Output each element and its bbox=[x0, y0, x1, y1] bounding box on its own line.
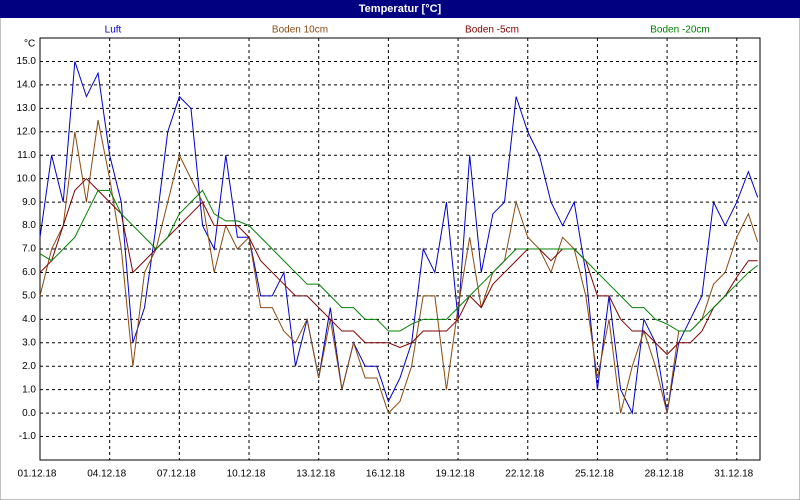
y-tick-label: 4.0 bbox=[22, 314, 36, 325]
y-tick-label: 11.0 bbox=[17, 150, 36, 161]
legend-label: Boden -5cm bbox=[465, 25, 519, 36]
y-tick-label: 5.0 bbox=[22, 291, 36, 302]
x-tick-label: 10.12.18 bbox=[227, 469, 266, 480]
x-tick-label: 28.12.18 bbox=[645, 469, 684, 480]
series-line bbox=[39, 189, 758, 332]
y-tick-label: 15.0 bbox=[17, 56, 37, 67]
x-tick-label: 22.12.18 bbox=[505, 469, 544, 480]
y-tick-label: 10.0 bbox=[17, 173, 37, 184]
y-tick-label: 6.0 bbox=[22, 267, 36, 278]
y-tick-label: 2.0 bbox=[22, 361, 36, 372]
y-tick-label: -1.0 bbox=[19, 431, 37, 442]
y-tick-label: 7.0 bbox=[22, 244, 36, 255]
series-line bbox=[39, 119, 759, 415]
legend-label: Boden 10cm bbox=[272, 25, 328, 36]
x-tick-label: 13.12.18 bbox=[296, 469, 335, 480]
y-axis-label: °C bbox=[24, 39, 35, 50]
y-tick-label: 1.0 bbox=[22, 384, 36, 395]
x-tick-label: 31.12.18 bbox=[714, 469, 753, 480]
y-tick-label: 3.0 bbox=[22, 337, 36, 348]
legend-label: Luft bbox=[105, 25, 122, 36]
x-tick-label: 19.12.18 bbox=[436, 469, 475, 480]
legend-label: Boden -20cm bbox=[650, 25, 709, 36]
title-bar bbox=[0, 0, 800, 18]
y-tick-label: 13.0 bbox=[17, 103, 37, 114]
y-tick-label: 0.0 bbox=[22, 408, 36, 419]
y-tick-label: 8.0 bbox=[22, 220, 36, 231]
series-line bbox=[39, 61, 759, 415]
x-tick-label: 01.12.18 bbox=[18, 469, 57, 480]
y-tick-label: 9.0 bbox=[22, 197, 36, 208]
chart-title: Temperatur [°C] bbox=[359, 3, 442, 15]
y-tick-label: 14.0 bbox=[17, 80, 37, 91]
x-tick-label: 16.12.18 bbox=[366, 469, 405, 480]
x-tick-label: 07.12.18 bbox=[157, 469, 196, 480]
y-tick-label: 12.0 bbox=[17, 126, 37, 137]
x-tick-label: 04.12.18 bbox=[87, 469, 126, 480]
x-tick-label: 25.12.18 bbox=[575, 469, 614, 480]
